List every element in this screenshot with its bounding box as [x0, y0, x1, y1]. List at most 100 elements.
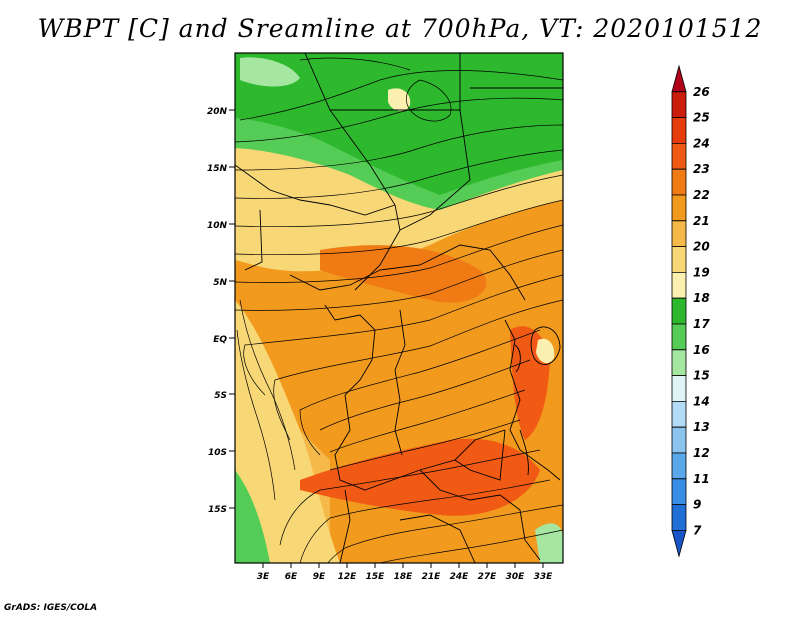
colorbar-label: 21: [693, 214, 710, 228]
colorbar-label: 22: [693, 188, 710, 202]
streamline: [239, 70, 563, 121]
border: [530, 326, 561, 366]
lat-label: 10N: [207, 221, 228, 231]
colorbar-label: 23: [693, 162, 710, 176]
field-green-dark-north: [235, 53, 563, 195]
field-green-southeast: [535, 523, 563, 563]
border: [419, 469, 541, 561]
lon-label: 24E: [450, 572, 470, 582]
colorbar-label: 14: [693, 394, 710, 408]
lon-axis: 3E 6E 9E 12E 15E 18E 21E 24E 27E 30E 33E: [257, 563, 553, 582]
streamline: [235, 224, 563, 283]
streamline: [299, 329, 541, 456]
lon-label: 6E: [285, 572, 298, 582]
lat-label: 5N: [213, 278, 227, 288]
colorbar-label: 7: [693, 523, 702, 537]
field-cream-lake: [536, 338, 555, 364]
lat-label: 20N: [207, 107, 228, 117]
colorbar-swatch: [671, 375, 687, 402]
streamline: [235, 199, 563, 256]
colorbar-swatch: [671, 426, 687, 454]
colorbar-swatch: [671, 478, 687, 505]
streamline: [327, 504, 563, 563]
country-borders: [235, 53, 563, 563]
colorbar-label: 19: [693, 265, 710, 279]
lat-label: 5S: [214, 391, 227, 401]
colorbar-swatch: [671, 323, 687, 351]
lon-label: 33E: [534, 572, 554, 582]
colorbar-label: 20: [693, 240, 710, 254]
border: [519, 429, 529, 476]
colorbar-swatch: [671, 272, 687, 299]
field-green-light-patch: [240, 57, 300, 87]
colorbar-swatch: [671, 220, 687, 247]
border: [289, 244, 526, 301]
lon-label: 9E: [313, 572, 326, 582]
streamline: [379, 529, 563, 563]
lat-label: 10S: [208, 448, 227, 458]
border: [504, 319, 561, 481]
colorbar-label: 16: [693, 343, 710, 357]
border: [514, 344, 521, 373]
colorbar-swatch: [671, 530, 687, 558]
streamline: [236, 329, 276, 501]
colorbar-swatch: [671, 91, 687, 118]
lon-label: 15E: [366, 572, 386, 582]
colorbar-swatch: [671, 504, 687, 531]
colorbar: 26 25 24 23 22 21 20 19 18 17 16 15 14 13 12 11 9 7: [671, 64, 710, 558]
colorbar-label: 12: [693, 446, 710, 460]
streamline: [299, 479, 551, 563]
lat-label: EQ: [213, 335, 227, 345]
border: [394, 309, 406, 456]
colorbar-label: 11: [693, 472, 710, 486]
colorbar-swatch: [671, 117, 687, 144]
border: [244, 209, 263, 271]
streamline: [235, 249, 563, 311]
colorbar-label: 24: [693, 136, 710, 150]
streamline: [406, 79, 452, 122]
streamlines: [235, 57, 563, 563]
colorbar-swatch: [671, 143, 687, 170]
border: [324, 304, 376, 396]
lat-axis: 20N 15N 10N 5N EQ 5S 10S 15S: [207, 107, 235, 515]
colorbar-swatch: [671, 349, 687, 376]
colorbar-label: 26: [693, 85, 710, 99]
colorbar-swatch: [671, 246, 687, 273]
colorbar-label: 18: [693, 291, 710, 305]
chart-title: WBPT [C] and Sreamline at 700hPa, VT: 20…: [37, 14, 763, 43]
colorbar-swatch: [671, 452, 687, 480]
colorbar-swatch: [671, 297, 687, 325]
lon-label: 3E: [257, 572, 270, 582]
colorbar-swatch: [671, 64, 687, 93]
lon-label: 12E: [338, 572, 358, 582]
colorbar-label: 25: [693, 111, 710, 125]
streamline: [319, 359, 531, 431]
lon-label: 27E: [478, 572, 498, 582]
streamline: [329, 389, 526, 453]
colorbar-label: 13: [693, 420, 710, 434]
colorbar-swatch: [671, 401, 687, 428]
colorbar-label: 15: [693, 369, 710, 383]
border: [399, 514, 476, 563]
field-red-orange-south: [300, 438, 540, 516]
field-green-southwest: [235, 470, 270, 563]
border: [235, 164, 396, 216]
colorbar-swatch: [671, 168, 687, 196]
colorbar-label: 17: [693, 317, 710, 331]
lon-label: 21E: [422, 572, 442, 582]
lon-label: 30E: [506, 572, 526, 582]
wbpt-field: [235, 53, 563, 563]
streamline: [273, 299, 563, 441]
lat-label: 15N: [207, 164, 228, 174]
border: [454, 429, 506, 481]
border: [399, 109, 471, 231]
lat-label: 15S: [208, 505, 227, 515]
map-frame: [234, 52, 564, 564]
colorbar-label: 9: [693, 498, 701, 512]
border: [329, 109, 401, 291]
border: [304, 53, 461, 111]
streamline: [299, 57, 411, 71]
field-cream-patch: [388, 88, 411, 112]
field-yellow-west: [235, 300, 340, 563]
